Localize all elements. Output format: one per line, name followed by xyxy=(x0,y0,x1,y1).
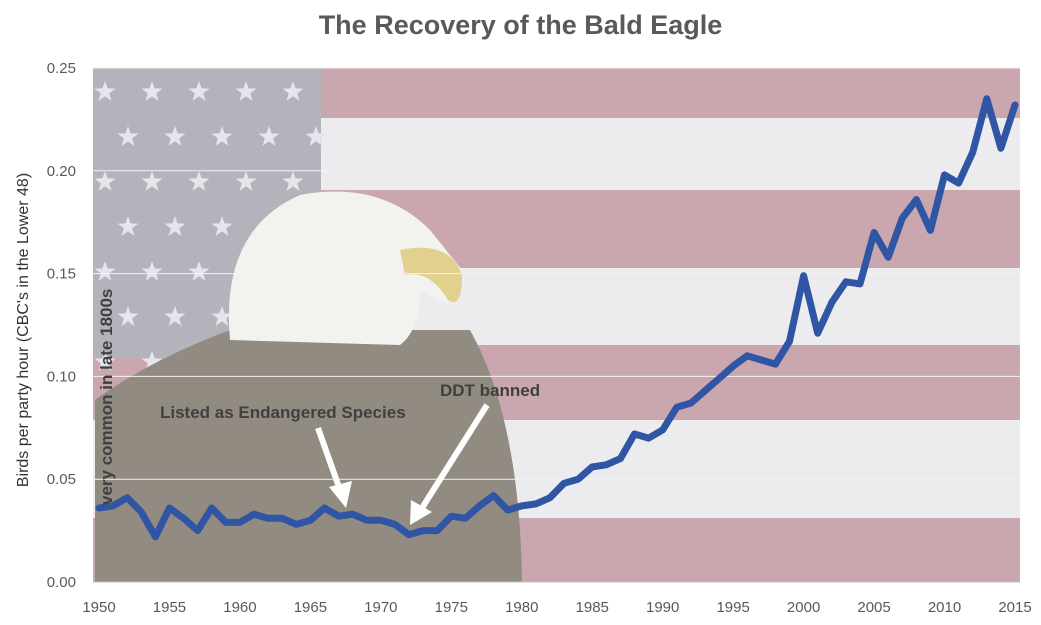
y-tick-label: 0.10 xyxy=(47,368,76,385)
star-icon xyxy=(188,81,210,101)
series-line xyxy=(95,95,1019,541)
x-tick-label: 2010 xyxy=(928,599,961,616)
star-icon xyxy=(235,171,257,191)
x-tick-label: 1955 xyxy=(153,599,186,616)
star-icon xyxy=(141,261,163,281)
chart-title: The Recovery of the Bald Eagle xyxy=(318,10,723,40)
star-icon xyxy=(164,216,186,236)
y-tick-label: 0.05 xyxy=(47,471,76,488)
eagle-beak xyxy=(400,247,462,303)
x-tick-label: 1985 xyxy=(576,599,609,616)
star-icon xyxy=(282,171,304,191)
y-tick-label: 0.15 xyxy=(47,266,76,283)
fade-overlay xyxy=(93,68,1020,582)
star-icon xyxy=(211,306,233,326)
star-icon xyxy=(141,171,163,191)
x-tick-label: 2000 xyxy=(787,599,820,616)
star-icon xyxy=(282,81,304,101)
star-icon xyxy=(141,351,163,371)
star-icon xyxy=(164,126,186,146)
eagle-head xyxy=(228,191,463,345)
annotation-side-note: very common in late 1800s xyxy=(97,289,116,505)
annotation-endangered: Listed as Endangered Species xyxy=(160,403,406,422)
arrow-ddt xyxy=(410,403,490,525)
x-tick-label: 2005 xyxy=(857,599,890,616)
star-icon xyxy=(235,81,257,101)
star-icon xyxy=(117,126,139,146)
star-icon xyxy=(94,261,116,281)
star-icon xyxy=(117,216,139,236)
star-icon xyxy=(164,306,186,326)
annotation-ddt: DDT banned xyxy=(440,381,540,400)
x-tick-label: 1980 xyxy=(505,599,538,616)
x-tick-label: 1965 xyxy=(294,599,327,616)
x-tick-label: 1975 xyxy=(435,599,468,616)
arrow-endangered xyxy=(315,426,352,508)
star-icon xyxy=(141,81,163,101)
x-tick-label: 1970 xyxy=(364,599,397,616)
star-icon xyxy=(305,126,327,146)
x-tick-label: 1950 xyxy=(82,599,115,616)
y-tick-label: 0.00 xyxy=(47,574,76,591)
star-icon xyxy=(188,261,210,281)
x-tick-label: 1990 xyxy=(646,599,679,616)
x-tick-label: 1960 xyxy=(223,599,256,616)
star-icon xyxy=(188,171,210,191)
star-icon xyxy=(258,126,280,146)
y-tick-label: 0.25 xyxy=(47,60,76,77)
x-ticks: 1950 1955 1960 1965 1970 1975 1980 1985 1990 1995… xyxy=(82,599,1031,616)
flag-eagle-background xyxy=(93,68,1020,582)
star-icon xyxy=(211,216,233,236)
x-tick-label: 1995 xyxy=(716,599,749,616)
x-tick-label: 2015 xyxy=(998,599,1031,616)
star-icon xyxy=(94,171,116,191)
star-icon xyxy=(211,126,233,146)
star-icon xyxy=(117,306,139,326)
star-icon xyxy=(94,351,116,371)
star-icon xyxy=(94,81,116,101)
y-axis-label: Birds per party hour (CBC's in the Lower… xyxy=(15,173,32,487)
y-ticks: 0.00 0.05 0.10 0.15 0.20 0.25 xyxy=(47,60,76,591)
y-tick-label: 0.20 xyxy=(47,163,76,180)
